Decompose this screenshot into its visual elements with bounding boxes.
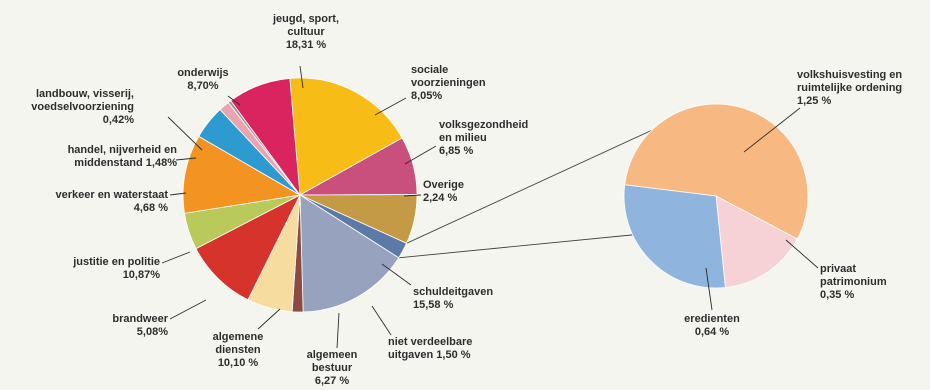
main-label-3: Overige 2,24 % [423,179,464,204]
main-label-5: niet verdeelbare uitgaven 1,50 % [388,336,472,361]
main-leader-8 [169,299,207,320]
sub-label-0: volkshuisvesting en ruimtelijke ordening 1… [797,69,902,107]
main-leader-3 [403,194,422,197]
main-label-8: brandweer 5,08% [112,313,168,338]
main-label-2: volksgezondheid en milieu 6,85 % [439,119,528,157]
main-label-1: sociale voorzieningen 8,05% [411,64,486,102]
main-leader-10 [169,192,187,196]
main-leader-4 [381,263,412,286]
main-label-0: jeugd, sport, cultuur 18,31 % [272,13,339,51]
main-label-4: schuldeitgaven 15,58 % [413,286,493,311]
main-leader-13 [227,95,241,106]
sub-leader-0 [743,107,801,153]
main-label-13: onderwijs 8,70% [177,67,228,92]
main-leader-1 [374,97,407,116]
main-leader-7 [257,308,281,330]
main-label-11: handel, nijverheid en middenstand 1,48% [68,144,178,169]
zoom-line-bottom [398,234,633,259]
main-slice-4 [299,194,400,313]
main-slice-13 [230,78,301,197]
sub-leader-1 [785,239,819,269]
main-slice-9 [182,135,302,214]
sub-leader-2 [705,267,713,311]
main-leader-9 [161,251,191,264]
sub-slice-2 [623,184,726,289]
main-label-10: verkeer en waterstaat 4,68 % [55,189,168,214]
main-leader-2 [404,145,437,165]
main-leader-0 [299,65,304,89]
main-leader-6 [336,312,340,349]
sub-label-1: privaat patrimonium 0,35 % [820,263,887,301]
main-leader-12 [167,116,203,151]
main-label-9: justitie en politie 10,87% [72,256,160,281]
main-label-6: algemeen bestuur 6,27 % [307,349,358,387]
main-slice-0 [289,77,403,196]
main-label-12: landbouw, visserij, voedselvoorziening 0,4… [31,88,134,126]
main-leader-5 [371,305,392,336]
main-leader-11 [175,157,197,161]
main-label-7: algemene diensten 10,10 % [213,331,264,369]
sub-slice-1 [715,195,798,288]
main-slice-7 [195,194,301,301]
sub-label-2: eredienten 0,64 % [684,313,740,338]
